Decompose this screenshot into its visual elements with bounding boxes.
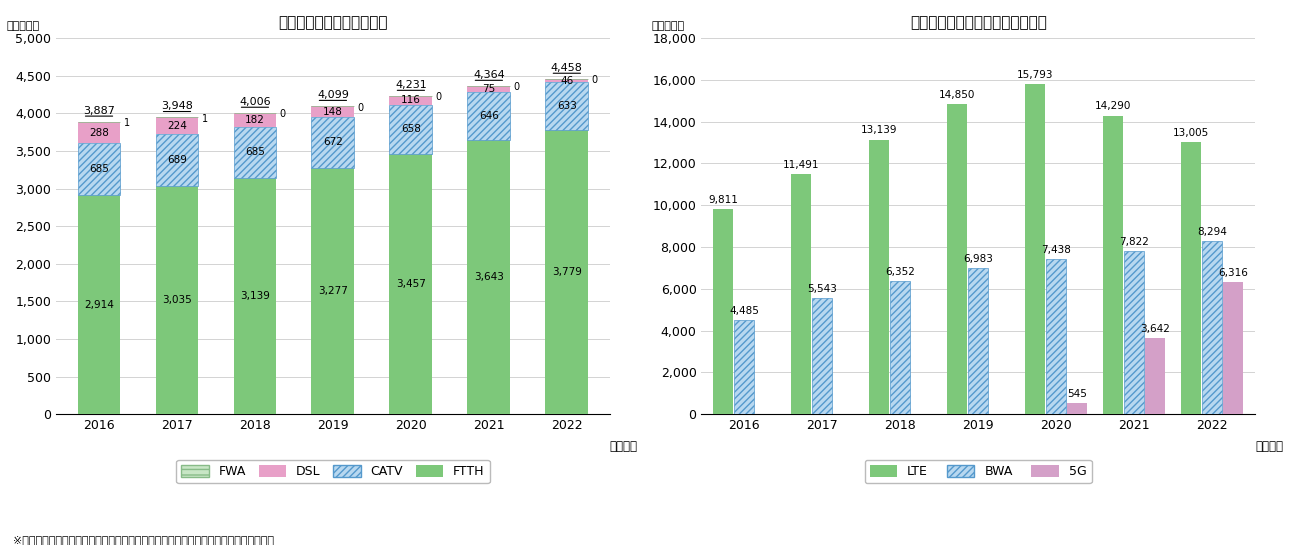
Text: 3,139: 3,139 — [240, 291, 270, 301]
Bar — [1103, 116, 1123, 414]
Text: 2,914: 2,914 — [84, 300, 114, 310]
Bar — [78, 195, 121, 414]
Text: 148: 148 — [323, 107, 343, 117]
Text: 15,793: 15,793 — [1016, 70, 1054, 80]
Text: 3,779: 3,779 — [552, 267, 582, 277]
Text: 13,139: 13,139 — [861, 125, 897, 136]
Title: 【固定系ブロードバンド】: 【固定系ブロードバンド】 — [278, 15, 388, 30]
Text: 1: 1 — [123, 118, 130, 128]
Bar — [389, 154, 432, 414]
Text: 46: 46 — [561, 76, 574, 86]
Bar — [312, 168, 354, 414]
Bar — [467, 86, 510, 92]
Bar — [890, 281, 910, 414]
Legend: FWA, DSL, CATV, FTTH: FWA, DSL, CATV, FTTH — [177, 459, 489, 483]
Bar — [870, 140, 889, 414]
Text: 116: 116 — [401, 95, 421, 105]
Text: 6,983: 6,983 — [963, 254, 993, 264]
Text: 0: 0 — [357, 102, 363, 112]
Text: 0: 0 — [592, 75, 597, 86]
Bar — [78, 143, 121, 195]
Bar — [389, 105, 432, 154]
Text: 3,643: 3,643 — [474, 272, 504, 282]
Text: 3,035: 3,035 — [162, 295, 192, 305]
Bar — [156, 134, 199, 186]
Bar — [948, 104, 967, 414]
Text: 288: 288 — [90, 128, 109, 138]
Text: 224: 224 — [167, 120, 187, 131]
Text: 4,458: 4,458 — [550, 63, 583, 73]
Bar — [790, 174, 811, 414]
Text: 689: 689 — [167, 155, 187, 165]
Bar — [312, 117, 354, 168]
Text: 7,438: 7,438 — [1041, 245, 1071, 255]
Bar — [156, 186, 199, 414]
Bar — [234, 126, 276, 178]
Text: ※過去の数値については、事業者報告の修正があったため、昨年の公表値とは異なる。: ※過去の数値については、事業者報告の修正があったため、昨年の公表値とは異なる。 — [13, 535, 274, 545]
Bar — [234, 113, 276, 126]
Text: （万契約）: （万契約） — [652, 21, 685, 31]
Text: 6,316: 6,316 — [1219, 268, 1249, 278]
Bar — [312, 106, 354, 117]
Bar — [156, 117, 199, 134]
Bar — [1202, 241, 1223, 414]
Text: 6,352: 6,352 — [885, 267, 915, 277]
Text: 75: 75 — [483, 84, 496, 94]
Text: （年末）: （年末） — [1255, 440, 1282, 453]
Bar — [813, 298, 832, 414]
Text: 11,491: 11,491 — [783, 160, 819, 170]
Bar — [1046, 259, 1067, 414]
Bar — [467, 92, 510, 140]
Text: 3,277: 3,277 — [318, 286, 348, 296]
Bar — [713, 209, 733, 414]
Text: 0: 0 — [279, 110, 286, 119]
Text: 13,005: 13,005 — [1173, 128, 1210, 138]
Bar — [968, 268, 988, 414]
Bar — [1181, 142, 1201, 414]
Text: 3,887: 3,887 — [83, 106, 116, 116]
Bar — [1223, 282, 1243, 414]
Bar — [545, 79, 588, 82]
Text: 9,811: 9,811 — [709, 195, 739, 205]
Text: 4,231: 4,231 — [395, 80, 427, 90]
Text: 4,485: 4,485 — [729, 306, 759, 316]
Text: 4,006: 4,006 — [239, 97, 271, 107]
Legend: LTE, BWA, 5G: LTE, BWA, 5G — [864, 459, 1092, 483]
Text: 1: 1 — [201, 114, 208, 124]
Text: 685: 685 — [90, 164, 109, 174]
Text: 633: 633 — [557, 101, 576, 111]
Text: 5,543: 5,543 — [807, 284, 837, 294]
Bar — [1067, 403, 1088, 414]
Text: 8,294: 8,294 — [1197, 227, 1227, 237]
Text: 4,099: 4,099 — [317, 90, 349, 100]
Bar — [1145, 338, 1166, 414]
Text: 545: 545 — [1067, 389, 1088, 398]
Title: 【移動系超高速ブロードバンド】: 【移動系超高速ブロードバンド】 — [910, 15, 1046, 30]
Bar — [735, 320, 754, 414]
Text: 7,822: 7,822 — [1119, 237, 1149, 246]
Text: （年末）: （年末） — [610, 440, 637, 453]
Text: 672: 672 — [323, 137, 343, 148]
Text: 658: 658 — [401, 124, 421, 135]
Bar — [389, 96, 432, 105]
Text: 182: 182 — [245, 114, 265, 125]
Text: 0: 0 — [514, 82, 519, 93]
Text: 3,457: 3,457 — [396, 279, 426, 289]
Text: （万契約）: （万契約） — [6, 21, 39, 31]
Bar — [1124, 251, 1145, 414]
Bar — [467, 140, 510, 414]
Text: 4,364: 4,364 — [472, 70, 505, 80]
Text: 685: 685 — [245, 147, 265, 158]
Bar — [1025, 84, 1045, 414]
Text: 0: 0 — [435, 93, 441, 102]
Text: 3,642: 3,642 — [1140, 324, 1169, 334]
Bar — [234, 178, 276, 414]
Bar — [545, 130, 588, 414]
Text: 14,290: 14,290 — [1096, 101, 1132, 111]
Bar — [78, 122, 121, 143]
Bar — [545, 82, 588, 130]
Text: 646: 646 — [479, 111, 498, 121]
Text: 3,948: 3,948 — [161, 101, 193, 111]
Text: 14,850: 14,850 — [938, 90, 975, 100]
